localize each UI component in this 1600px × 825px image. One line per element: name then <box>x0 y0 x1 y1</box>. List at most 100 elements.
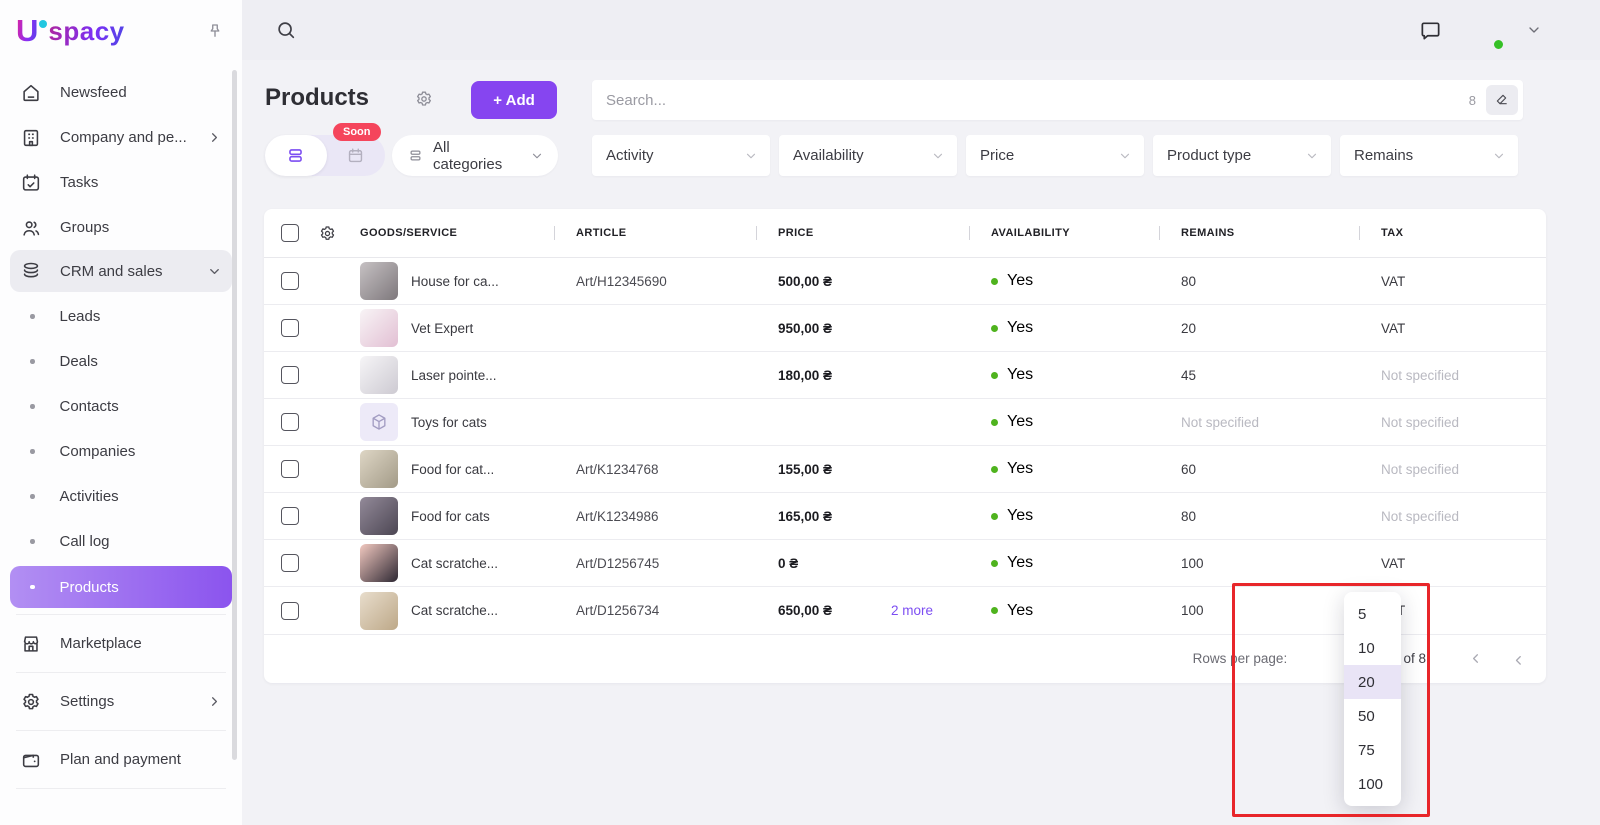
sidebar-item-newsfeed[interactable]: Newsfeed <box>10 70 232 115</box>
topbar <box>242 0 1600 60</box>
row-checkbox[interactable] <box>281 601 299 620</box>
product-remains: Not specified <box>1181 414 1260 430</box>
sidebar-item-groups[interactable]: Groups <box>10 205 232 250</box>
product-image <box>360 544 398 582</box>
table-row[interactable]: Food for cats Art/K1234986 165,00 ₴ Yes 80 No… <box>264 493 1546 540</box>
availability-value: Yes <box>1007 554 1034 571</box>
availability-dot <box>991 465 998 473</box>
product-tax: Not specified <box>1381 367 1460 383</box>
search-input[interactable] <box>592 91 1469 109</box>
column-header-availability[interactable]: AVAILABILITY <box>969 225 1159 241</box>
chat-icon[interactable] <box>1419 19 1442 42</box>
row-checkbox[interactable] <box>281 413 299 431</box>
column-header-goods[interactable]: GOODS/SERVICE <box>360 227 458 239</box>
table-settings-gear-icon[interactable] <box>314 224 356 243</box>
row-checkbox[interactable] <box>281 319 299 337</box>
sidebar-nav: Newsfeed Company and pe... Tasks Groups CRM … <box>0 70 242 789</box>
more-prices-link[interactable]: 2 more <box>890 603 933 618</box>
divider <box>16 730 226 731</box>
calendar-view-toggle[interactable] <box>327 135 385 176</box>
table-row[interactable]: Cat scratche... Art/D1256745 0 ₴ Yes 100 VAT <box>264 540 1546 587</box>
row-checkbox[interactable] <box>281 366 299 384</box>
table-row[interactable]: House for ca... Art/H12345690 500,00 ₴ Yes 8… <box>264 258 1546 305</box>
sidebar-scrollbar[interactable] <box>232 70 237 760</box>
row-checkbox[interactable] <box>281 507 299 525</box>
product-tax: Not specified <box>1381 414 1460 430</box>
product-article: Art/H12345690 <box>576 273 667 289</box>
rows-per-page-menu: 5 10 20 50 75 100 <box>1344 592 1401 806</box>
filter-product-type[interactable]: Product type <box>1153 135 1331 176</box>
select-all-checkbox[interactable] <box>281 224 299 242</box>
previous-page-icon[interactable] <box>1468 651 1483 666</box>
pin-sidebar-icon[interactable] <box>206 22 224 40</box>
soon-badge: Soon <box>333 123 381 141</box>
table-row[interactable]: Toys for cats Yes Not specified Not specifi… <box>264 399 1546 446</box>
sidebar-subitem-activities[interactable]: Activities <box>10 474 232 519</box>
sidebar-item-marketplace[interactable]: Marketplace <box>10 621 232 666</box>
availability-value: Yes <box>1007 507 1034 524</box>
rows-per-page-option-75[interactable]: 75 <box>1358 741 1375 759</box>
rows-per-page-option-5[interactable]: 5 <box>1358 605 1367 623</box>
sidebar-item-label: Marketplace <box>60 635 142 652</box>
availability-dot <box>991 607 998 614</box>
clear-search-icon[interactable] <box>1486 85 1518 115</box>
user-avatar[interactable] <box>1464 10 1505 51</box>
filter-activity[interactable]: Activity <box>592 135 770 176</box>
row-checkbox[interactable] <box>281 554 299 572</box>
column-header-article[interactable]: ARTICLE <box>554 225 756 241</box>
sidebar-subitem-call-log[interactable]: Call log <box>10 519 232 564</box>
rows-per-page-option-10[interactable]: 10 <box>1358 639 1375 657</box>
table-row[interactable]: Food for cat... Art/K1234768 155,00 ₴ Yes 60… <box>264 446 1546 493</box>
sidebar-item-company-and-pe[interactable]: Company and pe... <box>10 115 232 160</box>
logo-dot-icon <box>39 20 48 28</box>
rows-per-page-option-50[interactable]: 50 <box>1358 707 1375 725</box>
row-checkbox[interactable] <box>281 460 299 478</box>
products-settings-gear-icon[interactable] <box>414 89 434 109</box>
sidebar-item-plan-and-payment[interactable]: Plan and payment <box>10 737 232 782</box>
add-product-button[interactable]: + Add <box>471 81 557 119</box>
table-row[interactable]: Vet Expert 950,00 ₴ Yes 20 VAT <box>264 305 1546 352</box>
sidebar-item-settings[interactable]: Settings <box>10 679 232 724</box>
building-icon <box>20 127 42 149</box>
chevron-down-icon <box>744 149 758 163</box>
sidebar-item-crm-and-sales[interactable]: CRM and sales <box>10 250 232 292</box>
filter-availability[interactable]: Availability <box>779 135 957 176</box>
product-image <box>360 309 398 347</box>
table-row[interactable]: Cat scratche... Art/D1256734 650,00 ₴ 2 mor… <box>264 587 1546 634</box>
filter-remains[interactable]: Remains <box>1340 135 1518 176</box>
sidebar-subitem-deals[interactable]: Deals <box>10 339 232 384</box>
table-row[interactable]: Laser pointe... 180,00 ₴ Yes 45 Not specifie… <box>264 352 1546 399</box>
sidebar-subitem-products[interactable]: Products <box>10 566 232 608</box>
list-view-toggle[interactable] <box>265 135 327 176</box>
product-article: Art/D1256734 <box>576 603 660 618</box>
product-name: Food for cats <box>411 508 490 524</box>
rows-per-page-option-20[interactable]: 20 <box>1344 665 1401 699</box>
next-page-icon[interactable] <box>1509 651 1524 666</box>
column-header-price[interactable]: PRICE <box>756 225 969 241</box>
divider <box>16 614 226 615</box>
calendar-view-icon <box>346 146 365 165</box>
rows-per-page-option-100[interactable]: 100 <box>1358 775 1384 793</box>
filter-price[interactable]: Price <box>966 135 1144 176</box>
product-image <box>360 497 398 535</box>
users-icon <box>20 217 42 239</box>
view-toggle <box>265 135 385 176</box>
column-header-tax[interactable]: TAX <box>1359 225 1546 241</box>
sidebar-subitem-companies[interactable]: Companies <box>10 429 232 474</box>
product-tax: Not specified <box>1381 508 1460 524</box>
product-price: 500,00 ₴ <box>778 273 833 289</box>
availability-dot <box>991 324 998 332</box>
row-checkbox[interactable] <box>281 272 299 290</box>
filter-label: Activity <box>606 147 654 164</box>
categories-label: All categories <box>433 138 503 173</box>
user-menu-chevron-icon[interactable] <box>1526 22 1542 38</box>
uspacy-logo[interactable]: U spacy <box>16 15 125 46</box>
search-icon[interactable] <box>275 19 297 41</box>
store-icon <box>20 633 42 655</box>
product-article: Art/K1234986 <box>576 508 659 524</box>
sidebar-subitem-contacts[interactable]: Contacts <box>10 384 232 429</box>
categories-dropdown[interactable]: All categories <box>392 135 558 176</box>
sidebar-subitem-leads[interactable]: Leads <box>10 294 232 339</box>
sidebar-item-tasks[interactable]: Tasks <box>10 160 232 205</box>
column-header-remains[interactable]: REMAINS <box>1159 225 1359 241</box>
